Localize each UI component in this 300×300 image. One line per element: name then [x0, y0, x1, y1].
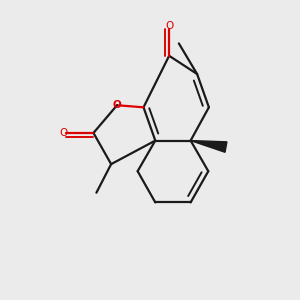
Text: O: O [112, 100, 122, 110]
Polygon shape [190, 141, 227, 152]
Text: O: O [165, 21, 173, 31]
Text: O: O [60, 128, 68, 138]
